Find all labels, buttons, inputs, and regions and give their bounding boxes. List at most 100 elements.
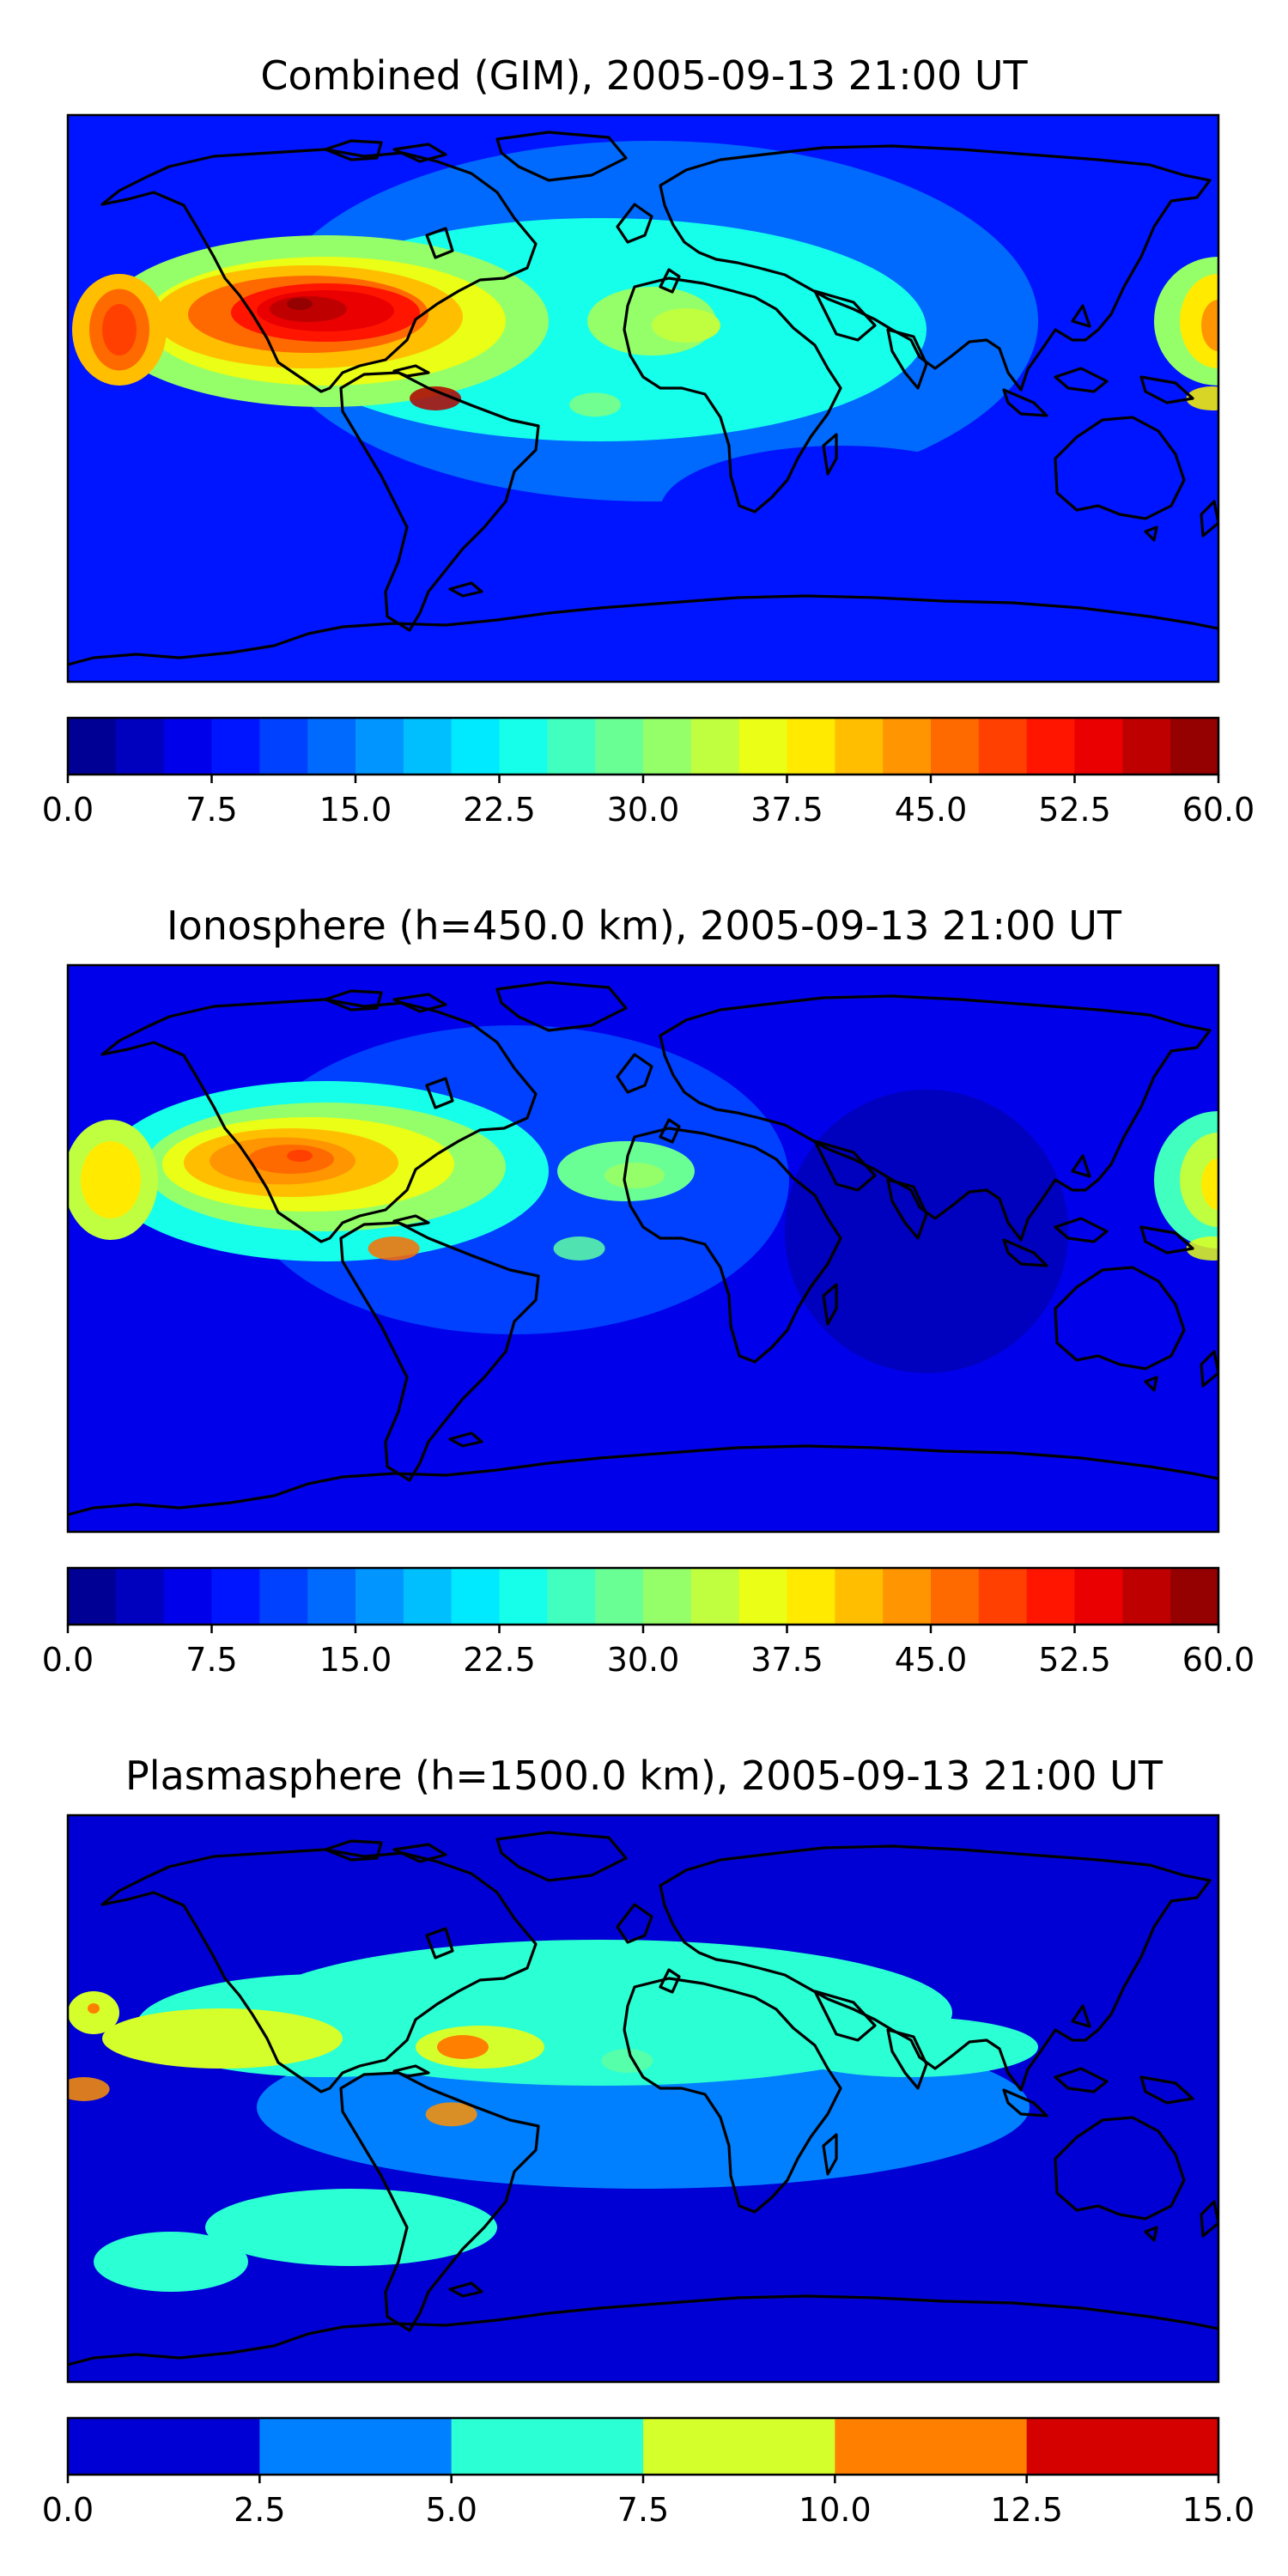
contour-region — [437, 2035, 489, 2059]
colorbar-segment — [451, 1568, 501, 1625]
colorbar-tick-label: 15.0 — [319, 1641, 392, 1679]
colorbar-segment — [451, 718, 501, 775]
contour-region — [660, 446, 1021, 574]
contour-region — [785, 1090, 1068, 1373]
contour-region — [617, 1961, 686, 2030]
colorbar-tick-label: 7.5 — [185, 1641, 237, 1679]
colorbar-segment — [163, 718, 213, 775]
colorbar-segment — [643, 718, 692, 775]
colorbar-segment — [787, 718, 835, 775]
colorbar-segment — [499, 1568, 548, 1625]
colorbar-segment — [68, 1568, 117, 1625]
colorbar-segment — [211, 718, 260, 775]
colorbar-segment — [1074, 718, 1123, 775]
contour-region — [88, 2003, 100, 2014]
map-frame — [66, 963, 1220, 1534]
contour-region — [287, 298, 313, 310]
colorbar: 0.0 2.5 5.0 7.5 10.0 12.5 15.0 — [42, 2416, 1255, 2529]
map-area — [66, 963, 1220, 1534]
colorbar-tick-label: 7.5 — [185, 791, 237, 829]
feature-peak — [1186, 1236, 1218, 1261]
colorbar-segment — [307, 1568, 356, 1625]
panel-1: Combined (GIM), 2005-09-13 21:00 UT 0.0 7.… — [42, 52, 1255, 829]
colorbar-segment — [355, 1568, 404, 1625]
colorbar-tick-label: 30.0 — [607, 1641, 680, 1679]
colorbar-segment — [883, 1568, 932, 1625]
contour-region — [652, 308, 720, 343]
colorbar-segment — [307, 718, 356, 775]
contour-region — [781, 2017, 1038, 2077]
contour-region — [1201, 1158, 1218, 1210]
colorbar-segment — [883, 718, 932, 775]
panel-3: Plasmasphere (h=1500.0 km), 2005-09-13 2… — [42, 1753, 1255, 2529]
colorbar-segment — [259, 2418, 453, 2475]
colorbar-tick-label: 45.0 — [895, 1641, 968, 1679]
colorbar-segment — [211, 1568, 260, 1625]
feature-peak — [553, 1236, 605, 1261]
colorbar-tick-label: 30.0 — [607, 791, 680, 829]
contour-region — [605, 1163, 665, 1188]
colorbar-segment — [115, 718, 165, 775]
colorbar-segment — [259, 1568, 308, 1625]
feature-peak — [410, 386, 462, 410]
colorbar-segment — [595, 718, 644, 775]
contour-region — [231, 2018, 265, 2042]
colorbar-segment — [643, 1568, 692, 1625]
colorbar-segment — [978, 718, 1028, 775]
colorbar-segment — [1074, 1568, 1123, 1625]
colorbar-segment — [403, 718, 453, 775]
contour-region — [1201, 300, 1218, 351]
colorbar-tick-label: 15.0 — [319, 791, 392, 829]
feature-peak — [368, 1236, 420, 1261]
feature-peak — [569, 392, 622, 417]
colorbar-segment — [1170, 1568, 1219, 1625]
colorbar-segment — [115, 1568, 165, 1625]
colorbar-segment — [68, 2418, 260, 2475]
colorbar-segment — [68, 718, 117, 775]
colorbar-segment — [978, 1568, 1028, 1625]
feature-peak — [601, 2049, 653, 2073]
colorbar-tick-label: 0.0 — [42, 1641, 94, 1679]
contour-region — [81, 1141, 141, 1218]
colorbar-segment — [499, 718, 548, 775]
colorbar-segment — [1122, 1568, 1171, 1625]
colorbar-tick-label: 5.0 — [425, 2491, 477, 2529]
colorbar: 0.0 7.5 15.0 22.5 30.0 37.5 45.0 52.5 60.0 — [42, 1566, 1255, 1679]
contour-region — [287, 1150, 313, 1162]
colorbar-segment — [1170, 718, 1219, 775]
colorbar-segment — [738, 718, 788, 775]
colorbar-segment — [787, 1568, 835, 1625]
colorbar-segment — [690, 718, 740, 775]
colorbar-segment — [931, 718, 980, 775]
colorbar-segment — [259, 718, 308, 775]
map-area — [66, 113, 1220, 683]
contour-region — [205, 2189, 497, 2266]
colorbar-segment — [547, 718, 596, 775]
feature-peak — [68, 2077, 110, 2101]
panel-2: Ionosphere (h=450.0 km), 2005-09-13 21:0… — [42, 902, 1255, 1679]
colorbar-tick-label: 60.0 — [1182, 791, 1255, 829]
contour-region — [102, 2008, 343, 2069]
colorbar-tick-label: 52.5 — [1038, 791, 1111, 829]
colorbar-segment — [1122, 718, 1171, 775]
colorbar-segment — [1026, 2418, 1219, 2475]
panel-title: Combined (GIM), 2005-09-13 21:00 UT — [260, 52, 1028, 99]
map-frame — [66, 113, 1220, 683]
colorbar-segment — [643, 2418, 835, 2475]
colorbar-segment — [595, 1568, 644, 1625]
colorbar-segment — [451, 2418, 644, 2475]
colorbar-tick-label: 52.5 — [1038, 1641, 1111, 1679]
colorbar-tick-label: 0.0 — [42, 2491, 94, 2529]
panel-title: Ionosphere (h=450.0 km), 2005-09-13 21:0… — [167, 902, 1122, 949]
feature-peak — [425, 2102, 477, 2127]
colorbar-tick-label: 22.5 — [463, 1641, 536, 1679]
colorbar-segment — [738, 1568, 788, 1625]
colorbar-segment — [1026, 718, 1076, 775]
colorbar-tick-label: 37.5 — [750, 1641, 823, 1679]
colorbar-tick-label: 0.0 — [42, 791, 94, 829]
map-area — [66, 1814, 1220, 2384]
colorbar-tick-label: 22.5 — [463, 791, 536, 829]
colorbar-tick-label: 2.5 — [234, 2491, 285, 2529]
